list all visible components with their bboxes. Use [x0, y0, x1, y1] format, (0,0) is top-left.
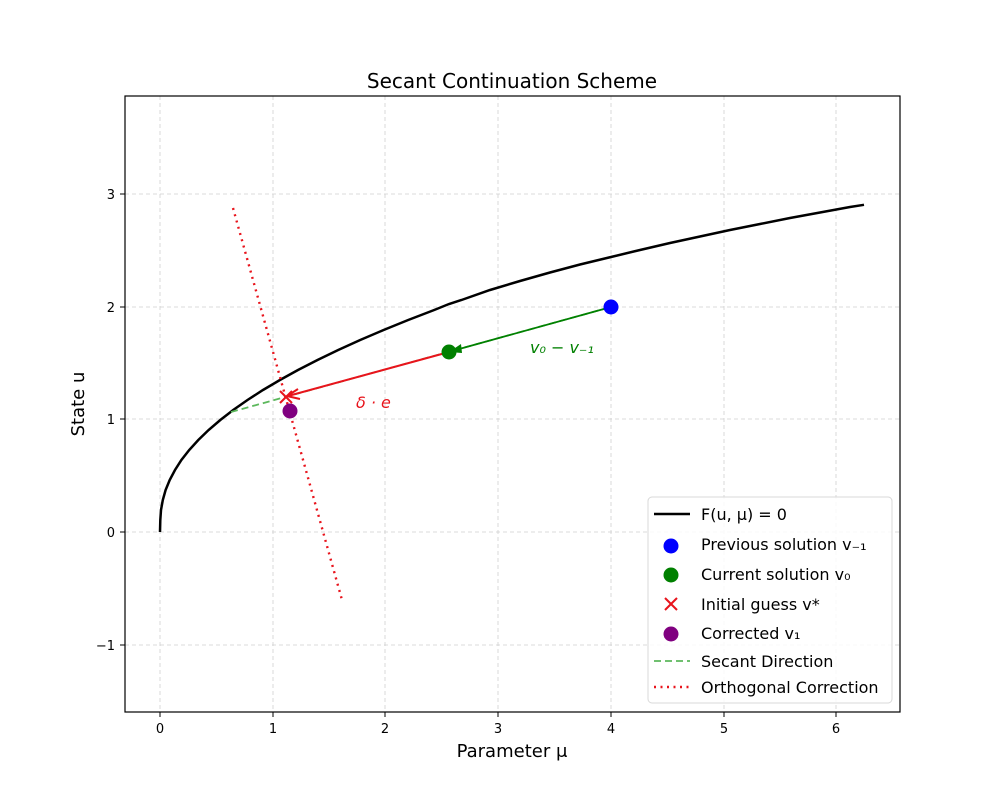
- legend-x-icon: [664, 597, 678, 611]
- previous-solution-marker: [603, 299, 619, 315]
- x-tick-label: 4: [607, 722, 615, 737]
- secant-annotation: v₀ − v₋₁: [530, 338, 594, 357]
- initial-guess-marker: [279, 390, 293, 404]
- secant-arrow: [451, 306, 612, 352]
- x-axis-label: Parameter μ: [457, 741, 568, 762]
- x-axis: 0 1 2 3 4 5 6 Parameter μ: [156, 712, 840, 762]
- x-tick-label: 5: [720, 722, 728, 737]
- corrected-solution-marker: [282, 403, 298, 419]
- legend: F(u, μ) = 0 Previous solution v₋₁ Curren…: [647, 496, 893, 704]
- y-tick-label: 0: [107, 526, 115, 541]
- y-tick-label: 3: [107, 188, 115, 203]
- chart-title: Secant Continuation Scheme: [367, 69, 657, 93]
- legend-label: Previous solution v₋₁: [701, 535, 866, 554]
- legend-label: Secant Direction: [701, 652, 833, 671]
- legend-label: Current solution v₀: [701, 565, 851, 584]
- y-tick-label: −1: [96, 639, 115, 654]
- y-axis-label: State u: [68, 372, 89, 437]
- legend-green-dot-icon: [663, 567, 679, 583]
- y-axis: −1 0 1 2 3 State u: [68, 188, 125, 654]
- x-tick-label: 0: [156, 722, 164, 737]
- x-tick-label: 1: [269, 722, 277, 737]
- current-solution-marker: [441, 344, 457, 360]
- legend-label: F(u, μ) = 0: [701, 505, 787, 524]
- legend-blue-dot-icon: [663, 538, 679, 554]
- y-tick-label: 1: [107, 413, 115, 428]
- x-tick-label: 3: [494, 722, 502, 737]
- legend-purple-dot-icon: [663, 626, 679, 642]
- y-tick-label: 2: [107, 301, 115, 316]
- legend-label: Corrected v₁: [701, 624, 800, 643]
- predictor-arrow: [287, 351, 450, 397]
- x-tick-label: 6: [832, 722, 840, 737]
- predictor-annotation: δ · e: [356, 393, 391, 412]
- solution-curve: [158, 203, 865, 533]
- x-tick-label: 2: [381, 722, 389, 737]
- legend-label: Initial guess v*: [701, 595, 820, 614]
- plot-frame: [124, 95, 901, 713]
- legend-label: Orthogonal Correction: [701, 678, 879, 697]
